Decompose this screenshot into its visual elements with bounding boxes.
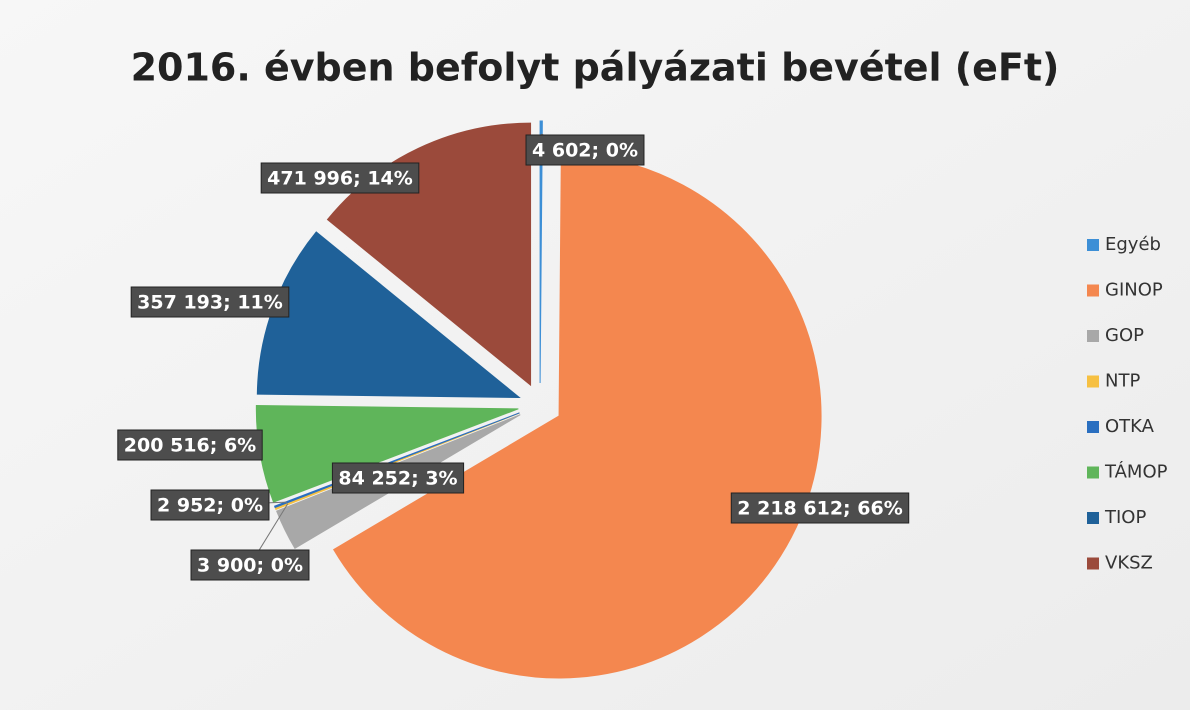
legend-swatch (1087, 421, 1099, 433)
legend-label: OTKA (1105, 416, 1155, 437)
data-label-box (331, 462, 465, 494)
data-label: 471 996; 14% (267, 168, 413, 190)
data-label-box (150, 489, 270, 521)
data-label: 2 218 612; 66% (737, 498, 902, 520)
legend-label: TÁMOP (1104, 461, 1168, 483)
pie-slice (333, 153, 822, 679)
data-label-box (130, 286, 290, 318)
legend-label: GINOP (1105, 280, 1163, 301)
legend-swatch (1087, 466, 1099, 479)
legend-label: NTP (1105, 371, 1140, 392)
legend-swatch (1087, 239, 1099, 251)
data-label: 2 952; 0% (157, 495, 263, 517)
data-label-box (730, 492, 910, 524)
legend-swatch (1087, 557, 1099, 570)
legend-swatch (1087, 330, 1099, 342)
legend-swatch (1087, 512, 1099, 524)
chart-title: 2016. évben befolyt pályázati bevétel (e… (131, 46, 1060, 90)
data-label: 357 193; 11% (137, 292, 283, 314)
data-label-box (260, 162, 420, 194)
data-label: 84 252; 3% (338, 468, 457, 490)
pie-slice (539, 120, 543, 384)
legend-label: VKSZ (1105, 553, 1153, 574)
legend-label: GOP (1105, 325, 1144, 346)
data-label: 4 602; 0% (532, 140, 638, 162)
legend-label: Egyéb (1105, 234, 1161, 255)
legend-swatch (1087, 375, 1099, 388)
legend-swatch (1087, 284, 1099, 297)
data-label: 200 516; 6% (124, 435, 256, 457)
data-label-box (190, 549, 310, 581)
data-label-box (117, 429, 263, 461)
legend-label: TIOP (1104, 507, 1146, 528)
data-label-box (525, 134, 645, 166)
data-label: 3 900; 0% (197, 555, 303, 577)
